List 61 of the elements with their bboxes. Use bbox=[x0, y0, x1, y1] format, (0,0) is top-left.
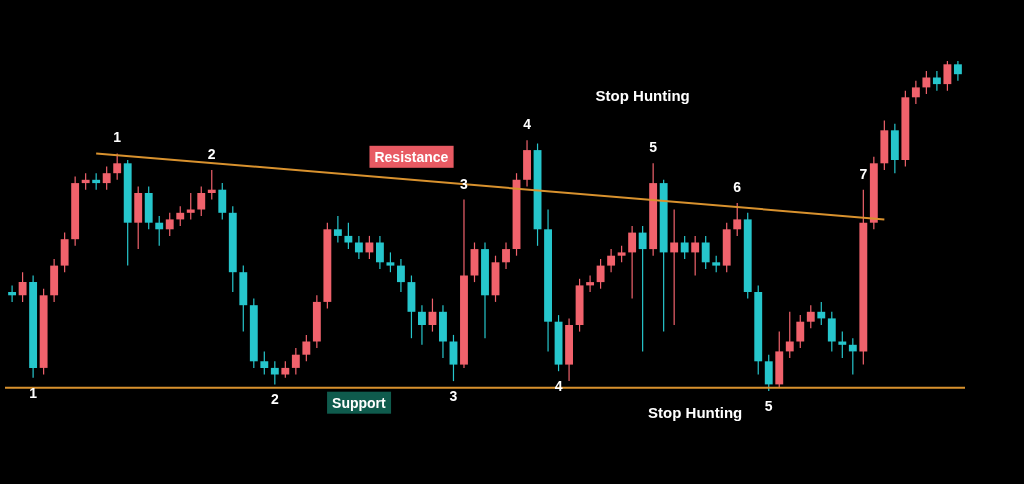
annotation: 5 bbox=[649, 139, 658, 156]
candlestick bbox=[354, 235, 363, 260]
candlestick bbox=[607, 248, 616, 273]
candlestick bbox=[922, 70, 931, 95]
annotation: 4 bbox=[523, 116, 532, 133]
candlestick bbox=[848, 337, 857, 376]
candlestick bbox=[333, 215, 342, 244]
candlestick bbox=[270, 360, 279, 385]
candlestick bbox=[586, 274, 595, 293]
candlestick bbox=[302, 334, 311, 362]
candlestick bbox=[386, 251, 395, 273]
candlestick bbox=[733, 202, 742, 237]
annotation: 1 bbox=[29, 384, 38, 401]
candlestick bbox=[932, 70, 941, 92]
text: Stop Hunting bbox=[648, 404, 743, 421]
candlestick bbox=[155, 215, 164, 247]
ref-line-label: Support bbox=[332, 394, 387, 411]
candlestick bbox=[701, 235, 710, 270]
candlestick bbox=[165, 212, 174, 237]
candlestick bbox=[176, 205, 185, 227]
candlestick bbox=[396, 258, 405, 293]
candlestick bbox=[375, 235, 384, 270]
candlestick bbox=[628, 225, 637, 300]
candlestick bbox=[207, 169, 216, 201]
candlestick bbox=[785, 311, 794, 359]
candlestick bbox=[113, 152, 122, 181]
annotation: 7 bbox=[859, 165, 868, 182]
candlestick bbox=[911, 80, 920, 105]
candlestick bbox=[953, 60, 962, 82]
candlestick bbox=[691, 235, 700, 277]
candlestick bbox=[502, 241, 510, 270]
annotation: 2 bbox=[270, 391, 279, 408]
candlestick bbox=[186, 192, 195, 220]
candlestick bbox=[764, 354, 773, 392]
candlestick bbox=[596, 258, 605, 290]
candlestick bbox=[291, 347, 300, 376]
candlestick bbox=[943, 60, 952, 92]
annotation: 1 bbox=[113, 129, 122, 146]
candlestick bbox=[796, 314, 805, 349]
candlestick bbox=[827, 311, 836, 352]
candlestick bbox=[806, 304, 815, 329]
candlestick bbox=[638, 225, 647, 352]
annotation: 5 bbox=[764, 398, 773, 414]
candlestick bbox=[18, 271, 27, 303]
candlestick bbox=[670, 208, 679, 326]
annotation: Stop Hunting bbox=[595, 87, 690, 105]
annotation: 2 bbox=[207, 145, 216, 162]
candlestick bbox=[365, 235, 374, 260]
candlestick bbox=[680, 235, 689, 260]
annotation: 3 bbox=[449, 388, 458, 405]
candlestick bbox=[218, 182, 227, 220]
candlestick bbox=[344, 222, 353, 250]
candlestick bbox=[418, 304, 426, 346]
candlestick bbox=[8, 284, 17, 303]
candlestick bbox=[197, 185, 206, 217]
candlestick bbox=[838, 331, 847, 359]
candlestick bbox=[102, 166, 111, 191]
annotation: 6 bbox=[733, 178, 742, 195]
candlestick bbox=[817, 301, 826, 326]
series-label: Resistance bbox=[374, 148, 449, 165]
candlestick bbox=[260, 350, 269, 376]
